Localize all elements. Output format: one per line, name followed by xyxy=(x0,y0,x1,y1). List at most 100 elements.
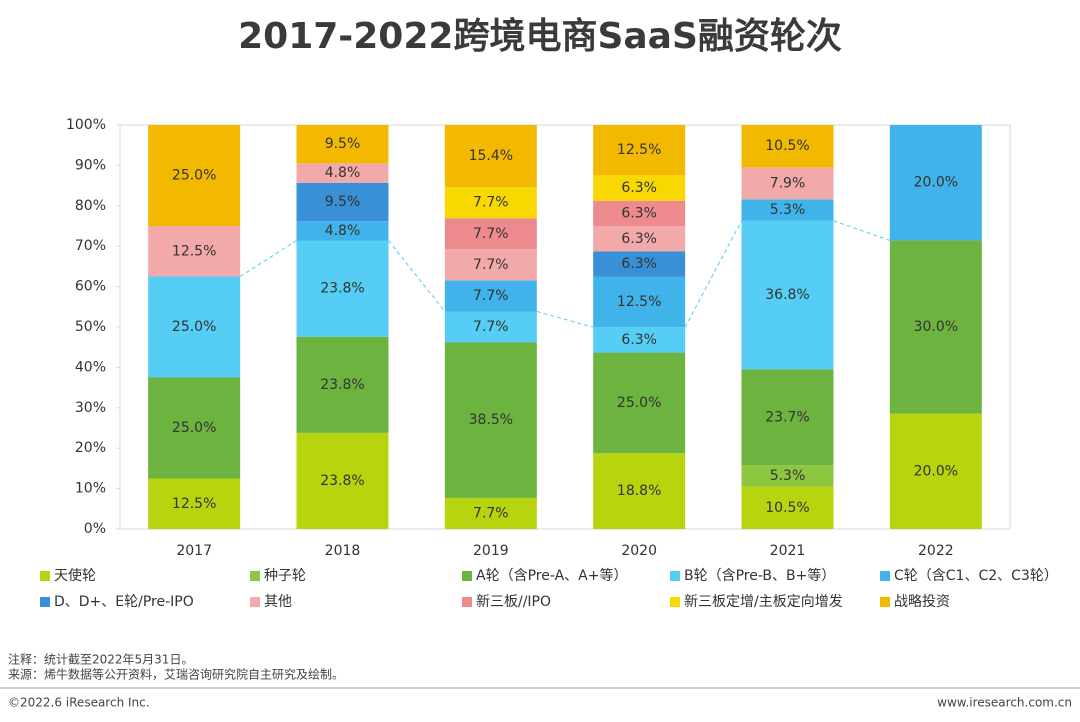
value-label: 12.5% xyxy=(172,243,216,259)
bar-segment xyxy=(444,187,537,219)
bar-segment xyxy=(593,226,686,252)
legend-swatch xyxy=(880,571,890,581)
legend-swatch xyxy=(880,597,890,607)
chart-title: 2017-2022跨境电商SaaS融资轮次 xyxy=(238,16,842,57)
value-label: 7.7% xyxy=(473,226,509,242)
bar-segment xyxy=(741,125,834,168)
legend-swatch xyxy=(670,571,680,581)
legend-label: B轮（含Pre-B、B+等） xyxy=(684,567,835,584)
bar-segment xyxy=(593,352,686,454)
bar-segment xyxy=(296,432,389,529)
value-label: 10.5% xyxy=(765,500,809,516)
legend-label: 天使轮 xyxy=(54,567,96,584)
value-label: 38.5% xyxy=(469,412,513,428)
value-label: 5.3% xyxy=(770,202,806,218)
value-label: 12.5% xyxy=(617,294,661,310)
connector xyxy=(833,220,890,241)
bar-segment xyxy=(593,175,686,201)
value-label: 25.0% xyxy=(172,319,216,335)
bar-segment xyxy=(444,249,537,281)
bar-segment xyxy=(148,377,241,479)
bar-segment xyxy=(296,125,389,164)
plot-frame xyxy=(119,124,1011,530)
value-label: 36.8% xyxy=(765,287,809,303)
value-label: 23.8% xyxy=(320,281,364,297)
value-label: 6.3% xyxy=(621,332,657,348)
value-label: 7.9% xyxy=(770,175,806,191)
bar-segment xyxy=(444,497,537,529)
y-tick-label: 30% xyxy=(75,400,106,416)
value-label: 20.0% xyxy=(914,175,958,191)
legend-swatch xyxy=(462,571,472,581)
legend-label: 新三板//IPO xyxy=(476,594,551,610)
value-label: 20.0% xyxy=(914,463,958,479)
bar-segment xyxy=(444,311,537,343)
value-label: 6.3% xyxy=(621,231,657,247)
value-label: 9.5% xyxy=(325,194,361,210)
bar-segment xyxy=(741,465,834,487)
bar-segment xyxy=(593,276,686,328)
value-label: 4.8% xyxy=(325,223,361,239)
website: www.iresearch.com.cn xyxy=(937,696,1072,710)
y-tick-label: 80% xyxy=(75,198,106,214)
legend-label: C轮（含C1、C2、C3轮） xyxy=(894,568,1058,584)
y-tick-label: 0% xyxy=(84,521,106,537)
bar-segment xyxy=(593,125,686,176)
y-tick-label: 20% xyxy=(75,440,106,456)
value-label: 15.4% xyxy=(469,148,513,164)
y-tick-label: 40% xyxy=(75,359,106,375)
value-label: 12.5% xyxy=(172,496,216,512)
value-label: 30.0% xyxy=(914,319,958,335)
legend-swatch xyxy=(250,597,260,607)
value-label: 9.5% xyxy=(325,136,361,152)
value-label: 10.5% xyxy=(765,138,809,154)
value-label: 23.8% xyxy=(320,473,364,489)
legend-swatch xyxy=(462,597,472,607)
bar-segment xyxy=(148,276,241,378)
bar-segment xyxy=(889,240,982,414)
value-label: 7.7% xyxy=(473,319,509,335)
bar-segment xyxy=(444,218,537,250)
value-label: 7.7% xyxy=(473,257,509,273)
note: 注释：统计截至2022年5月31日。 xyxy=(8,652,193,667)
value-label: 4.8% xyxy=(325,165,361,181)
bar-segment xyxy=(296,336,389,433)
bar-segment xyxy=(148,125,241,226)
bar-segment xyxy=(741,220,834,370)
y-tick-label: 10% xyxy=(75,481,106,497)
value-label: 25.0% xyxy=(172,420,216,436)
y-tick-label: 70% xyxy=(75,238,106,254)
legend-label: 种子轮 xyxy=(264,568,306,584)
legend-label: A轮（含Pre-A、A+等） xyxy=(476,567,627,584)
bar-segment xyxy=(148,478,241,529)
bar-segment xyxy=(444,342,537,498)
bar-segment xyxy=(741,369,834,466)
value-label: 6.3% xyxy=(621,256,657,272)
copyright: ©2022.6 iResearch Inc. xyxy=(8,696,150,710)
legend-label: 其他 xyxy=(264,594,292,610)
connector xyxy=(388,240,446,312)
legend-swatch xyxy=(670,597,680,607)
connector xyxy=(536,310,594,328)
value-label: 23.7% xyxy=(765,409,809,425)
bar-segment xyxy=(296,240,389,337)
x-tick-label: 2021 xyxy=(770,543,806,559)
bar-segment xyxy=(889,125,982,241)
y-tick-label: 100% xyxy=(66,117,106,133)
bar-segment xyxy=(296,221,389,241)
value-label: 12.5% xyxy=(617,142,661,158)
legend-swatch xyxy=(40,597,50,607)
x-tick-label: 2022 xyxy=(918,543,954,559)
bar-segment xyxy=(741,167,834,200)
value-label: 5.3% xyxy=(770,468,806,484)
bar-segment xyxy=(296,163,389,183)
value-label: 23.8% xyxy=(320,377,364,393)
value-label: 25.0% xyxy=(617,395,661,411)
bar-segment xyxy=(444,280,537,312)
bar-segment xyxy=(593,453,686,529)
value-label: 6.3% xyxy=(621,205,657,221)
connector xyxy=(239,240,297,277)
bar-segment xyxy=(296,182,389,222)
bar-segment xyxy=(741,486,834,529)
